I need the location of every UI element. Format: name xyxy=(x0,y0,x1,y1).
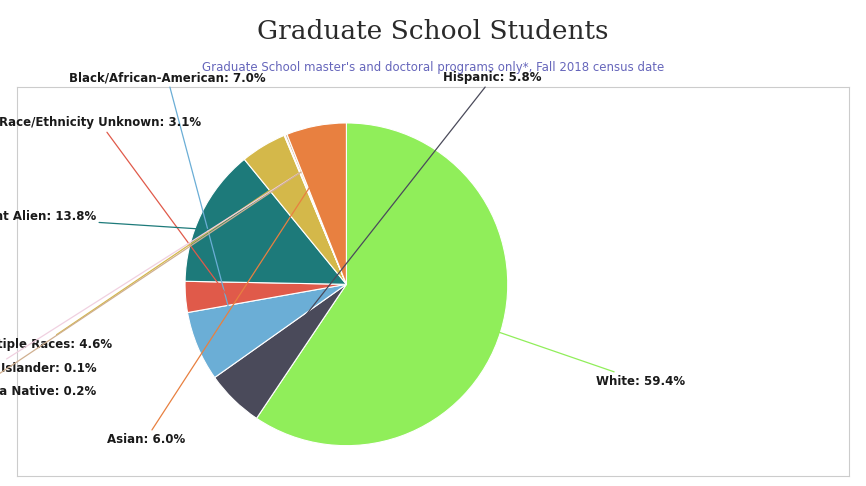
Wedge shape xyxy=(188,284,346,378)
Text: Non-Resident Alien: 13.8%: Non-Resident Alien: 13.8% xyxy=(0,210,237,231)
Text: American Indian/Alaska Native: 0.2%: American Indian/Alaska Native: 0.2% xyxy=(0,172,301,397)
Wedge shape xyxy=(285,134,346,284)
Text: Hispanic: 5.8%: Hispanic: 5.8% xyxy=(262,71,542,371)
Wedge shape xyxy=(287,123,346,284)
Wedge shape xyxy=(256,123,507,446)
Text: Black/African-American: 7.0%: Black/African-American: 7.0% xyxy=(69,71,266,331)
Wedge shape xyxy=(284,135,346,284)
Wedge shape xyxy=(185,281,346,312)
Text: Hawaiian/Pacific Islander: 0.1%: Hawaiian/Pacific Islander: 0.1% xyxy=(0,173,301,375)
Text: White: 59.4%: White: 59.4% xyxy=(462,319,686,388)
Wedge shape xyxy=(215,284,346,418)
Text: Graduate School master's and doctoral programs only*, Fall 2018 census date: Graduate School master's and doctoral pr… xyxy=(202,61,664,74)
Text: Multiple Races: 4.6%: Multiple Races: 4.6% xyxy=(0,180,284,350)
Wedge shape xyxy=(244,136,346,284)
Text: Graduate School Students: Graduate School Students xyxy=(257,19,609,44)
Text: Race/Ethnicity Unknown: 3.1%: Race/Ethnicity Unknown: 3.1% xyxy=(0,117,226,294)
Wedge shape xyxy=(185,159,346,284)
Text: Asian: 6.0%: Asian: 6.0% xyxy=(107,165,324,446)
